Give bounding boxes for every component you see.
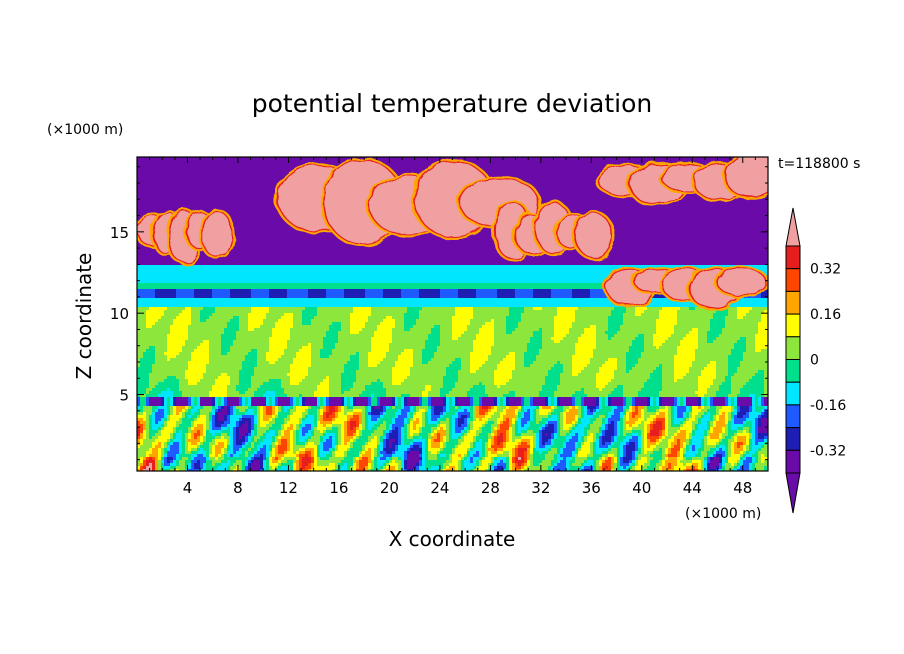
colorbar-segment xyxy=(785,381,801,406)
colorbar-label: -0.16 xyxy=(810,398,846,414)
colorbar-segment xyxy=(785,404,801,429)
y-unit-label: (×1000 m) xyxy=(47,122,123,138)
colorbar-segment xyxy=(785,268,801,292)
x-tick-label: 20 xyxy=(380,479,399,497)
colorbar-segment xyxy=(785,245,801,270)
heatmap-plot-area xyxy=(136,156,769,472)
x-unit-label: (×1000 m) xyxy=(685,506,761,522)
x-tick-label: 44 xyxy=(683,479,702,497)
colorbar-segment xyxy=(785,313,801,338)
colorbar-segment xyxy=(785,449,801,474)
x-axis: 4 8 12 16 20 24 28 32 36 40 44 48 xyxy=(149,157,756,497)
y-tick-label: 5 xyxy=(119,387,129,405)
colorbar-segment xyxy=(785,359,801,383)
warm-patch xyxy=(602,265,768,311)
colorbar-extend-high xyxy=(785,207,801,247)
x-tick-label: 16 xyxy=(329,479,348,497)
time-label: t=118800 s xyxy=(778,156,860,172)
colorbar-segment xyxy=(785,427,801,451)
colorbar-segment xyxy=(785,336,801,360)
colorbar-label: -0.32 xyxy=(810,443,846,459)
x-tick-label: 32 xyxy=(531,479,550,497)
colorbar-label: 0 xyxy=(810,353,819,369)
colorbar-segment xyxy=(785,290,801,315)
x-tick-label: 12 xyxy=(279,479,298,497)
colorbar-label: 0.16 xyxy=(810,307,841,323)
warm-patch xyxy=(137,208,236,266)
x-tick-label: 4 xyxy=(183,479,193,497)
colorbar-label: 0.32 xyxy=(810,262,841,278)
x-tick-label: 36 xyxy=(582,479,601,497)
x-axis-title: X coordinate xyxy=(389,527,516,551)
warm-patch xyxy=(491,200,616,262)
chart-title: potential temperature deviation xyxy=(252,89,652,118)
x-tick-label: 24 xyxy=(430,479,449,497)
y-tick-label: 15 xyxy=(110,224,129,242)
colorbar-extend-low xyxy=(785,472,801,514)
warm-patch xyxy=(595,157,768,207)
x-tick-label: 40 xyxy=(632,479,651,497)
x-tick-label: 28 xyxy=(481,479,500,497)
y-axis-title: Z coordinate xyxy=(72,253,96,380)
y-axis: 5 10 15 xyxy=(110,166,768,461)
y-tick-label: 10 xyxy=(110,305,129,323)
colorbar: 0.32 0.16 0 -0.16 -0.32 xyxy=(785,207,846,514)
x-tick-label: 8 xyxy=(233,479,243,497)
x-tick-label: 48 xyxy=(733,479,752,497)
